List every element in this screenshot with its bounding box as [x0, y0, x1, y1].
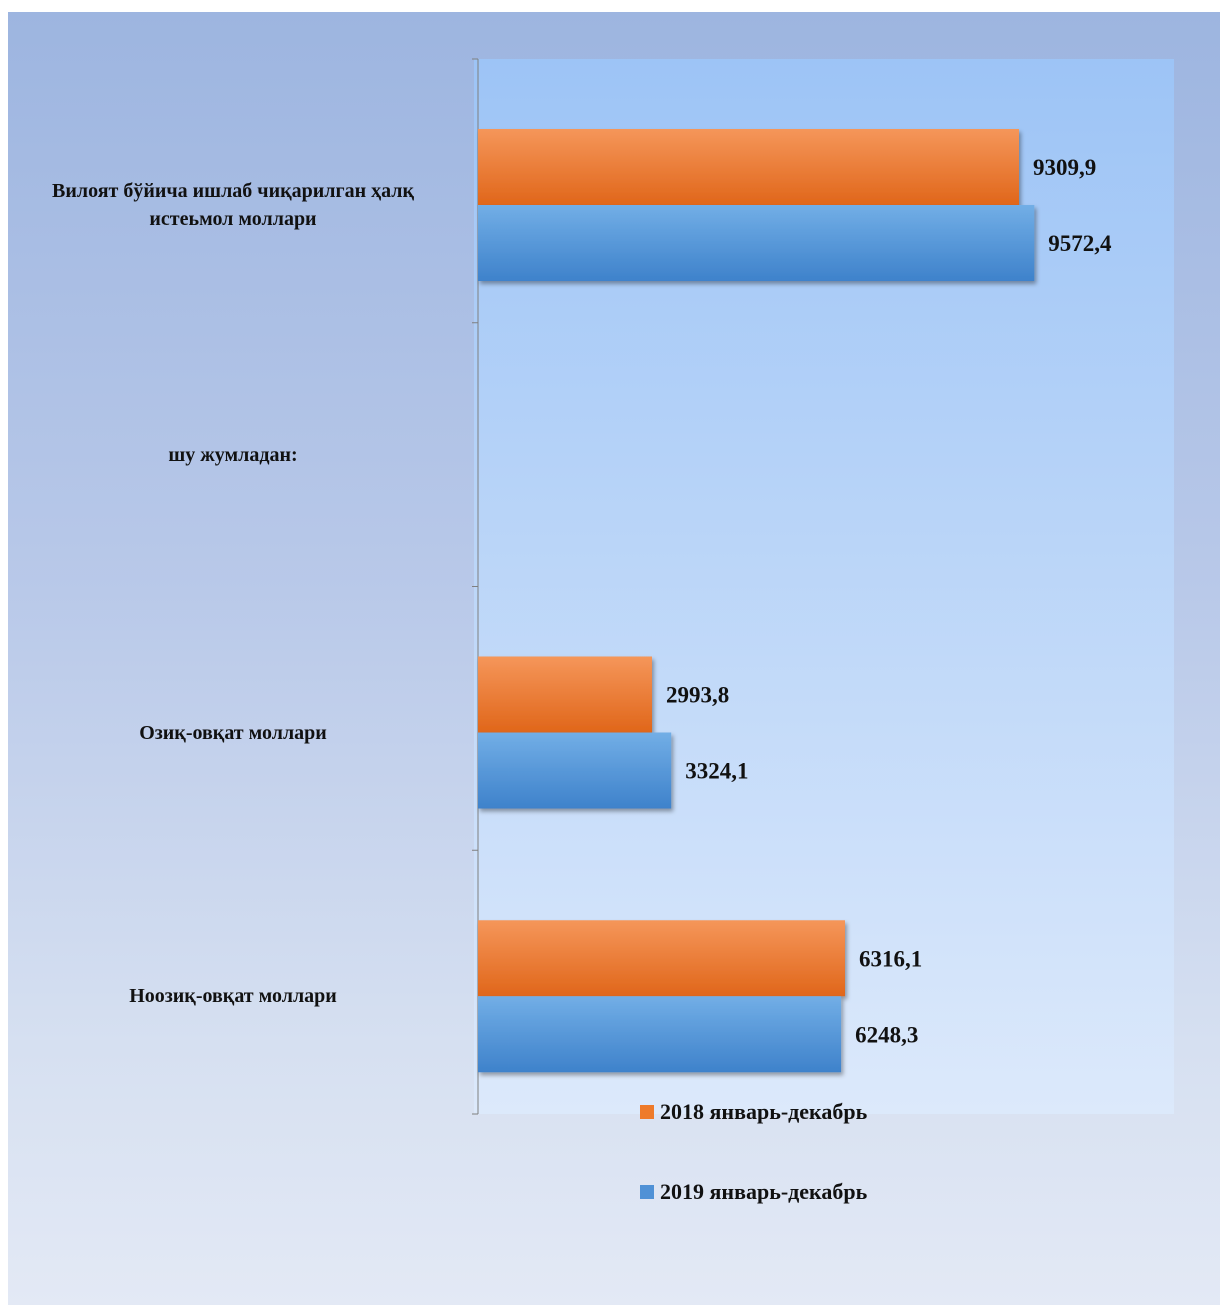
- legend-swatch-2018: [640, 1105, 654, 1119]
- chart-frame: 9309,9 9572,4 2993,8 3324,1 6316,1 6248,3 Вил…: [8, 12, 1220, 1305]
- category-label: шу жумладан:: [168, 443, 298, 466]
- data-label: 9309,9: [1033, 155, 1096, 180]
- bar-2019: [478, 205, 1035, 281]
- legend-label-2019: 2019 январь-декабрь: [660, 1179, 868, 1204]
- bar-chart: 9309,9 9572,4 2993,8 3324,1 6316,1 6248,3: [472, 58, 1174, 1115]
- data-label: 6248,3: [855, 1022, 918, 1047]
- bar-2019: [478, 996, 842, 1073]
- bar-2018: [478, 656, 652, 733]
- legend-label-2018: 2018 январь-декабрь: [660, 1099, 868, 1124]
- data-label: 2993,8: [666, 683, 729, 708]
- legend-item-2018: 2018 январь-декабрь: [640, 1099, 867, 1125]
- category-label: Ноозиқ-овқат моллари: [129, 985, 337, 1008]
- legend-item-2019: 2019 январь-декабрь: [640, 1179, 867, 1205]
- bar-2018: [478, 920, 845, 997]
- data-label: 6316,1: [859, 946, 922, 971]
- legend-swatch-2019: [640, 1185, 654, 1199]
- category-label: Озиқ-овқат моллари: [139, 721, 327, 744]
- category-label: Вилоят бўйича ишлаб чиқарилган ҳалқ исте…: [51, 180, 415, 230]
- data-label: 9572,4: [1048, 231, 1112, 256]
- bar-2019: [478, 732, 672, 809]
- data-label: 3324,1: [685, 759, 748, 784]
- bar-2018: [478, 129, 1019, 205]
